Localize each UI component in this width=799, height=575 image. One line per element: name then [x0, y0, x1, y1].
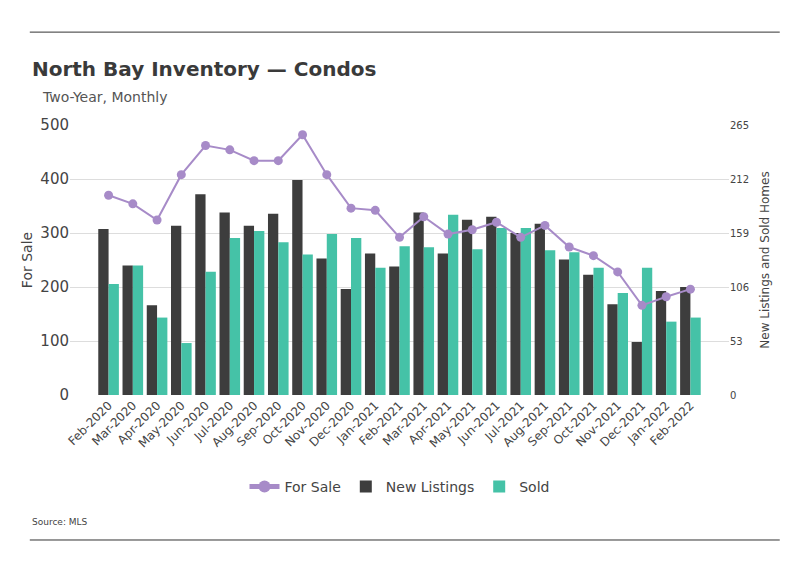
svg-text:Jul-2020: Jul-2020	[191, 398, 237, 444]
svg-text:Feb-2020: Feb-2020	[65, 398, 115, 448]
svg-text:Jul-2021: Jul-2021	[482, 398, 528, 444]
svg-text:265: 265	[730, 120, 749, 131]
svg-text:Sold: Sold	[519, 479, 549, 495]
svg-text:Mar-2020: Mar-2020	[89, 398, 139, 448]
svg-text:For Sale: For Sale	[19, 232, 35, 288]
svg-text:Dec-2020: Dec-2020	[306, 398, 357, 449]
svg-text:0: 0	[59, 386, 69, 404]
svg-text:Nov-2020: Nov-2020	[282, 398, 333, 449]
svg-text:212: 212	[730, 174, 749, 185]
svg-text:Jan-2021: Jan-2021	[333, 398, 381, 446]
svg-text:500: 500	[40, 116, 69, 134]
svg-text:Oct-2020: Oct-2020	[260, 398, 309, 447]
svg-text:Mar-2021: Mar-2021	[380, 398, 430, 448]
svg-text:0: 0	[730, 390, 736, 401]
svg-text:Aug-2021: Aug-2021	[500, 398, 551, 449]
svg-text:Sep-2021: Sep-2021	[525, 398, 576, 449]
svg-text:New Listings: New Listings	[386, 479, 474, 495]
svg-text:400: 400	[40, 170, 69, 188]
svg-text:North Bay Inventory — Condos: North Bay Inventory — Condos	[32, 57, 377, 81]
svg-text:300: 300	[40, 224, 69, 242]
svg-text:Source: MLS: Source: MLS	[32, 517, 88, 527]
svg-text:May-2021: May-2021	[427, 398, 479, 450]
svg-text:Apr-2020: Apr-2020	[115, 398, 164, 447]
svg-text:New Listings and Sold Homes: New Listings and Sold Homes	[758, 171, 772, 348]
svg-text:Aug-2020: Aug-2020	[209, 398, 260, 449]
svg-text:200: 200	[40, 278, 69, 296]
svg-text:Two-Year, Monthly: Two-Year, Monthly	[42, 89, 168, 105]
svg-text:106: 106	[730, 282, 749, 293]
svg-text:Dec-2021: Dec-2021	[597, 398, 648, 449]
svg-text:Oct-2021: Oct-2021	[551, 398, 600, 447]
svg-text:Sep-2020: Sep-2020	[234, 398, 285, 449]
svg-text:Feb-2021: Feb-2021	[356, 398, 406, 448]
svg-text:May-2020: May-2020	[136, 398, 188, 450]
svg-text:100: 100	[40, 332, 69, 350]
svg-text:Jun-2020: Jun-2020	[163, 398, 212, 447]
svg-text:Apr-2021: Apr-2021	[406, 398, 455, 447]
svg-text:159: 159	[730, 228, 749, 239]
svg-text:Jun-2021: Jun-2021	[454, 398, 503, 447]
svg-text:For Sale: For Sale	[285, 479, 341, 495]
svg-text:53: 53	[730, 336, 743, 347]
svg-text:Jan-2022: Jan-2022	[624, 398, 672, 446]
svg-text:Feb-2022: Feb-2022	[647, 398, 697, 448]
svg-text:Nov-2021: Nov-2021	[573, 398, 624, 449]
